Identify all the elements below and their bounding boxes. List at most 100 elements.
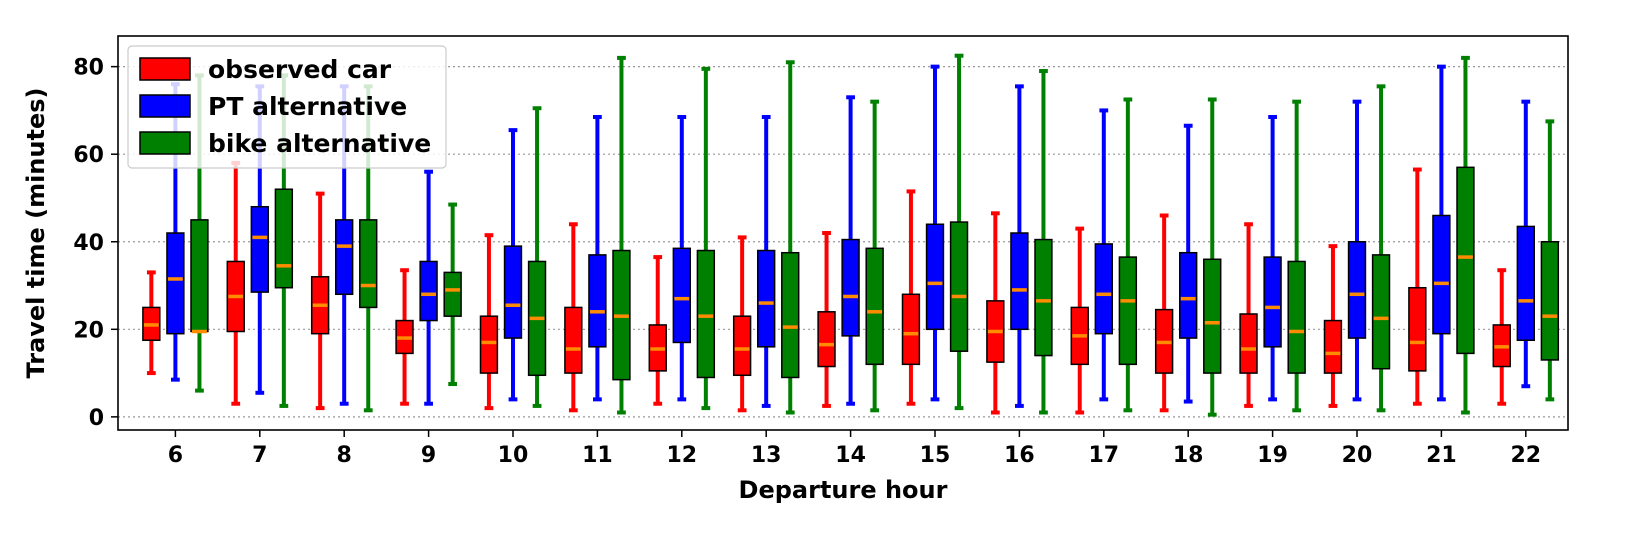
box-pt-alternative-9 (419, 169, 438, 406)
iqr-box (1432, 214, 1451, 335)
box-bike-alternative-12 (696, 66, 716, 411)
x-tick-label: 11 (582, 443, 613, 468)
legend-item-bike-alternative: bike alternative (139, 129, 431, 158)
x-tick-label: 17 (1088, 443, 1119, 468)
legend-item-pt-alternative: PT alternative (139, 92, 407, 121)
box-bike-alternative-11 (612, 55, 631, 415)
box-bike-alternative-18 (1203, 97, 1222, 417)
box-pt-alternative-16 (1010, 84, 1029, 408)
box-pt-alternative-14 (841, 95, 860, 406)
series-bike-alternative (190, 53, 1560, 417)
iqr-box (757, 249, 776, 348)
box-pt-alternative-10 (503, 128, 523, 402)
iqr-box (901, 293, 921, 366)
y-axis-ticks: 0 20 40 60 80 (73, 56, 118, 431)
iqr-box (949, 221, 969, 352)
box-pt-alternative-19 (1263, 114, 1282, 402)
y-tick-label: 20 (73, 318, 104, 343)
iqr-box (1010, 232, 1029, 331)
legend-item-observed-car: observed car (139, 55, 392, 84)
iqr-box (1408, 286, 1427, 372)
iqr-box (1287, 260, 1306, 374)
iqr-box (443, 271, 462, 317)
box-pt-alternative-12 (672, 114, 691, 402)
box-bike-alternative-10 (527, 106, 547, 408)
box-bike-alternative-16 (1034, 69, 1053, 415)
box-bike-alternative-20 (1371, 84, 1391, 413)
iqr-box (1347, 241, 1367, 339)
iqr-box (1263, 256, 1282, 348)
box-plot-series (142, 53, 1560, 417)
x-tick-label: 12 (666, 443, 697, 468)
x-tick-label: 6 (168, 443, 183, 468)
box-pt-alternative-17 (1094, 108, 1113, 402)
legend-label: bike alternative (208, 129, 431, 158)
series-pt-alternative (166, 64, 1535, 408)
box-pt-alternative-20 (1347, 99, 1367, 402)
iqr-box (1456, 166, 1475, 355)
iqr-box (166, 232, 185, 335)
x-axis-label: Departure hour (739, 476, 948, 504)
plot-area-frame (117, 35, 1569, 431)
box-observed-car-7 (226, 160, 245, 406)
iqr-box (250, 205, 269, 293)
iqr-box (1239, 313, 1258, 374)
iqr-box (865, 247, 884, 366)
legend-swatch (139, 57, 191, 81)
legend-swatch (139, 131, 191, 155)
box-pt-alternative-15 (925, 64, 945, 402)
box-observed-car-10 (479, 233, 499, 411)
x-tick-label: 18 (1173, 443, 1204, 468)
box-bike-alternative-14 (865, 99, 884, 413)
box-bike-alternative-19 (1287, 99, 1306, 413)
box-observed-car-14 (817, 231, 836, 408)
box-observed-car-20 (1323, 244, 1343, 408)
iqr-box (274, 188, 294, 289)
x-tick-label: 16 (1004, 443, 1035, 468)
box-observed-car-16 (986, 211, 1005, 415)
box-observed-car-12 (648, 255, 667, 406)
x-tick-label: 21 (1426, 443, 1457, 468)
x-tick-label: 15 (920, 443, 951, 468)
x-tick-label: 8 (337, 443, 352, 468)
x-tick-label: 7 (252, 443, 267, 468)
iqr-box (1516, 225, 1535, 342)
box-pt-alternative-21 (1432, 64, 1451, 402)
iqr-box (696, 249, 716, 379)
series-observed-car (142, 160, 1511, 415)
x-tick-label: 20 (1342, 443, 1373, 468)
x-tick-label: 9 (421, 443, 436, 468)
box-observed-car-18 (1154, 213, 1174, 413)
iqr-box (1094, 243, 1113, 335)
box-bike-alternative-21 (1456, 55, 1475, 415)
box-bike-alternative-17 (1118, 97, 1138, 413)
box-observed-car-9 (395, 268, 414, 406)
legend-swatch (139, 94, 191, 118)
iqr-box (1203, 258, 1222, 374)
iqr-box (672, 247, 691, 344)
y-tick-label: 80 (73, 56, 104, 81)
legend: observed car PT alternative bike alternati… (127, 45, 447, 169)
box-pt-alternative-22 (1516, 99, 1535, 389)
box-observed-car-8 (310, 191, 330, 411)
iqr-box (503, 245, 523, 339)
box-observed-car-6 (142, 270, 161, 376)
legend-label: observed car (208, 55, 392, 84)
x-tick-label: 14 (835, 443, 866, 468)
iqr-box (732, 315, 752, 377)
x-tick-label: 13 (751, 443, 782, 468)
box-observed-car-15 (901, 189, 921, 406)
x-axis-ticks: 6 7 8 9 10 11 12 13 14 15 16 17 18 19 20 21 22 (168, 430, 1541, 468)
iqr-box (841, 238, 860, 337)
iqr-box (190, 219, 209, 333)
iqr-box (1540, 241, 1560, 361)
iqr-box (817, 311, 836, 368)
box-pt-alternative-13 (757, 114, 776, 408)
box-pt-alternative-18 (1179, 123, 1198, 404)
iqr-box (359, 219, 378, 309)
box-observed-car-17 (1070, 226, 1089, 415)
box-observed-car-22 (1492, 268, 1511, 406)
iqr-box (588, 254, 607, 348)
iqr-box (335, 219, 354, 296)
